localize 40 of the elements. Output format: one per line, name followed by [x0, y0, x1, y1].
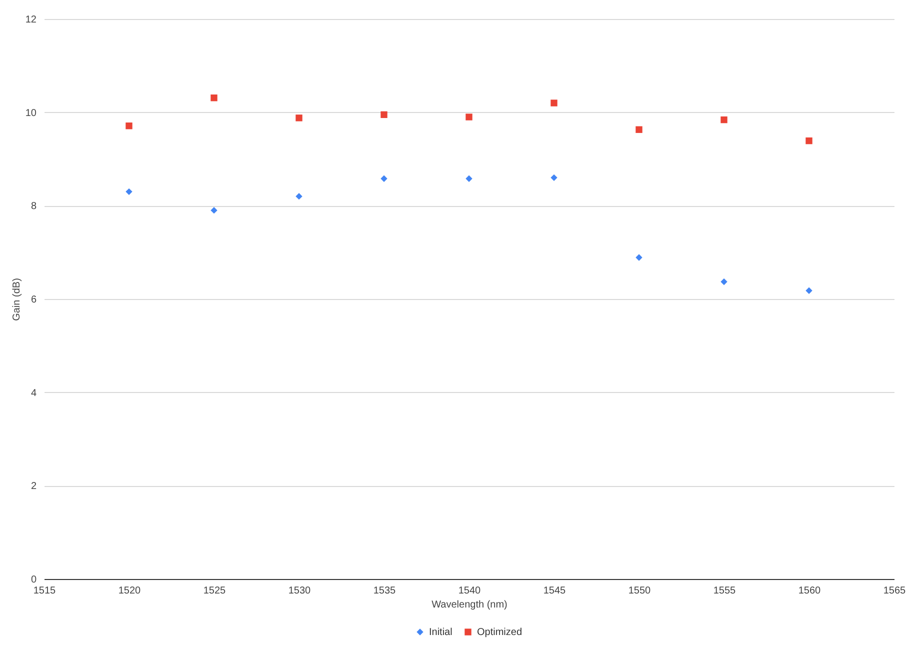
x-tick-label: 1520 [118, 586, 142, 596]
x-tick-label: 1515 [33, 586, 56, 596]
legend-label: Optimized [477, 627, 522, 638]
point [466, 114, 472, 120]
y-tick-label: 12 [25, 14, 37, 26]
x-tick-label: 1535 [373, 586, 396, 596]
point [380, 111, 388, 118]
legend-label: Initial [429, 627, 452, 638]
point [720, 278, 728, 286]
y-tick-label: 6 [30, 294, 37, 306]
point [636, 126, 642, 133]
point [720, 116, 728, 124]
y-tick-label: 4 [30, 388, 37, 399]
y-axis-title: Gain (dB) [11, 278, 22, 321]
x-tick-label: 1550 [628, 586, 652, 596]
y-tick-label: 0 [30, 574, 37, 586]
x-tick-label: 1545 [543, 586, 566, 596]
x-tick-label: 1560 [798, 586, 822, 596]
point [380, 175, 388, 182]
point [296, 114, 302, 122]
point [466, 175, 472, 182]
point [636, 254, 642, 261]
point [296, 192, 302, 200]
point [210, 94, 218, 102]
point [126, 122, 132, 130]
x-tick-label: 1565 [883, 586, 906, 596]
y-tick-label: 8 [30, 201, 37, 212]
x-tick-label: 1525 [203, 586, 226, 596]
x-axis-title: Wavelength (nm) [432, 600, 508, 610]
x-tick-label: 1555 [713, 586, 736, 596]
point [550, 100, 558, 106]
point [550, 174, 558, 182]
point [806, 287, 812, 294]
y-tick-label: 2 [30, 481, 37, 492]
point [210, 206, 218, 214]
point [806, 137, 812, 144]
x-tick-label: 1540 [458, 586, 482, 596]
point [126, 188, 132, 196]
x-tick-label: 1530 [288, 586, 312, 596]
y-tick-label: 10 [25, 108, 37, 119]
